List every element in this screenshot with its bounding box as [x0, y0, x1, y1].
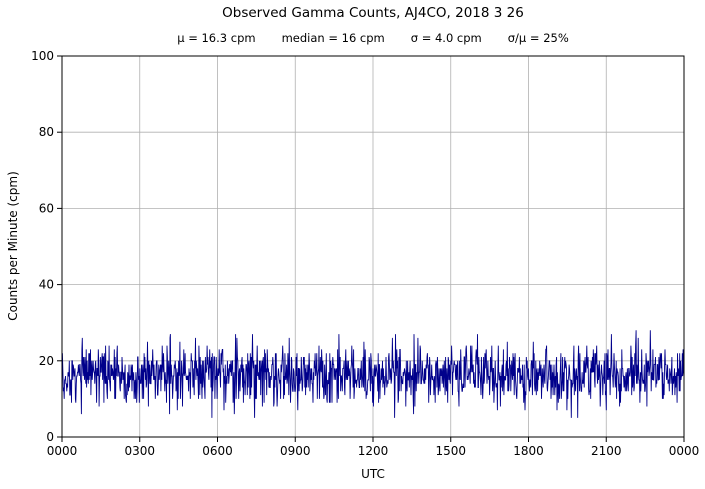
x-tick-label: 0900: [280, 444, 311, 458]
y-tick-label: 100: [31, 49, 54, 63]
x-tick-label: 0000: [47, 444, 78, 458]
y-tick-label: 60: [39, 201, 54, 215]
stat-mean: μ = 16.3 cpm: [177, 31, 256, 45]
x-tick-label: 0600: [202, 444, 233, 458]
chart-stats-subtitle: μ = 16.3 cpm median = 16 cpm σ = 4.0 cpm…: [62, 31, 684, 45]
x-tick-label: 1800: [513, 444, 544, 458]
y-tick-label: 80: [39, 125, 54, 139]
stat-sigma: σ = 4.0 cpm: [410, 31, 482, 45]
y-tick-label: 20: [39, 354, 54, 368]
x-tick-label: 1200: [358, 444, 389, 458]
stat-median: median = 16 cpm: [281, 31, 385, 45]
y-tick-label: 40: [39, 278, 54, 292]
x-tick-label: 0000: [669, 444, 700, 458]
data-series-line: [61, 330, 685, 418]
x-axis-label: UTC: [361, 467, 385, 481]
x-tick-label: 1500: [435, 444, 466, 458]
x-tick-label: 2100: [591, 444, 622, 458]
x-tick-label: 0300: [124, 444, 155, 458]
chart-title: Observed Gamma Counts, AJ4CO, 2018 3 26: [222, 5, 524, 21]
stat-sigma-over-mu: σ/μ = 25%: [507, 31, 569, 45]
y-tick-label: 0: [46, 430, 54, 444]
